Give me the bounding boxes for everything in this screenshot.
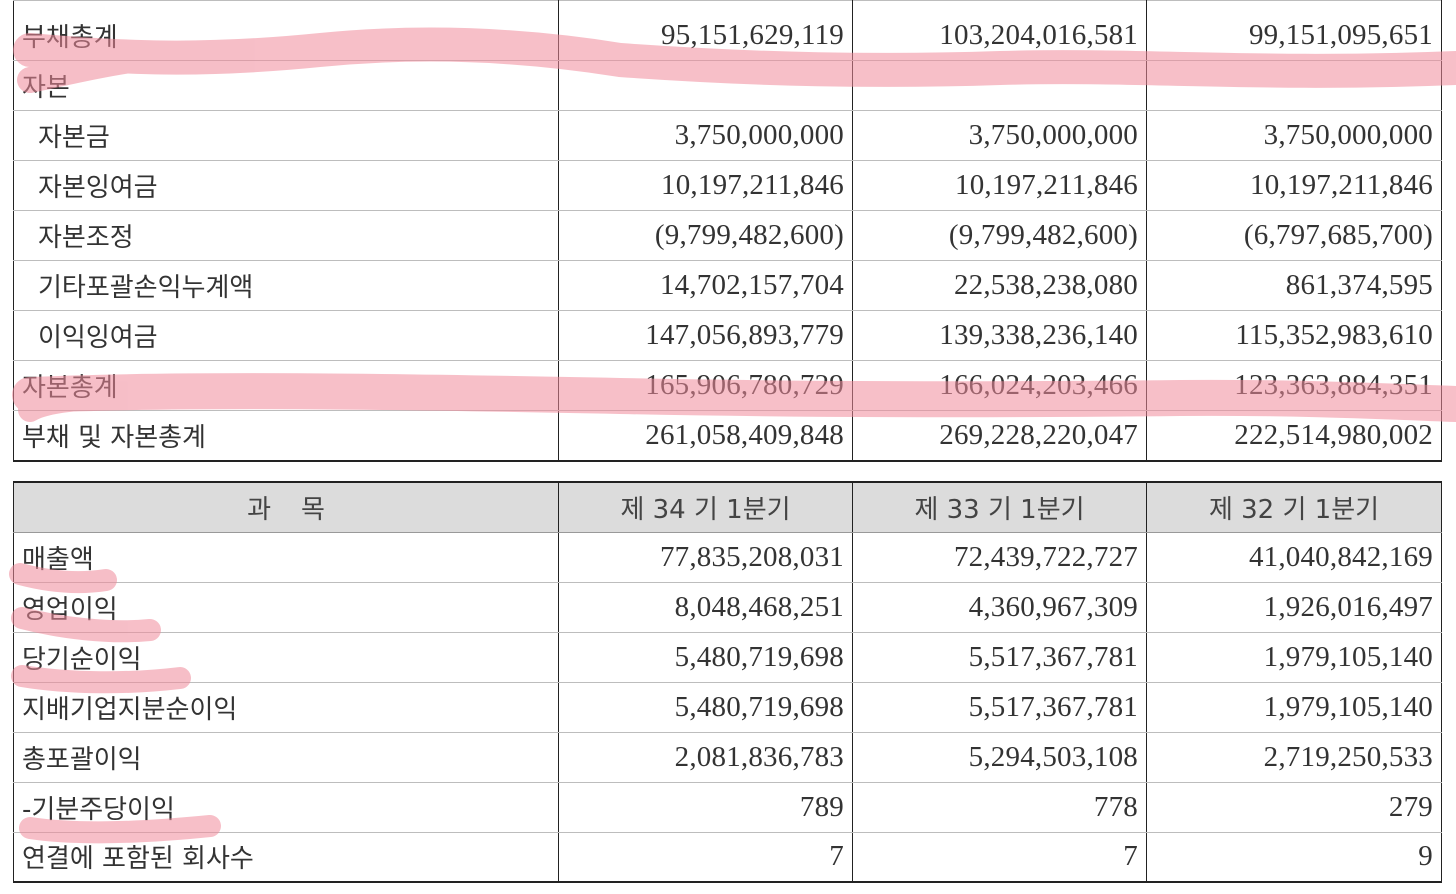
row-label: 영업이익 bbox=[13, 581, 559, 633]
row-label: 매출액 bbox=[13, 531, 559, 583]
table-row: 이익잉여금 147,056,893,779 139,338,236,140 11… bbox=[13, 310, 1442, 361]
value-cell: 7 bbox=[558, 831, 853, 883]
value-cell: 22,538,238,080 bbox=[852, 260, 1147, 311]
row-label: 부채 및 자본총계 bbox=[13, 410, 559, 462]
subject-header-char-1: 과 bbox=[247, 494, 271, 525]
table-row: 지배기업지분순이익 5,480,719,698 5,517,367,781 1,… bbox=[13, 681, 1442, 733]
value-cell: 10,197,211,846 bbox=[1146, 160, 1442, 211]
table-row: 총포괄이익 2,081,836,783 5,294,503,108 2,719,… bbox=[13, 731, 1442, 783]
table-row: 당기순이익 5,480,719,698 5,517,367,781 1,979,… bbox=[13, 631, 1442, 683]
table-row: 영업이익 8,048,468,251 4,360,967,309 1,926,0… bbox=[13, 581, 1442, 633]
table-row: 자본금 3,750,000,000 3,750,000,000 3,750,00… bbox=[13, 110, 1442, 161]
value-cell: 41,040,842,169 bbox=[1146, 531, 1442, 583]
value-cell: 9 bbox=[1146, 831, 1442, 883]
value-cell: 1,926,016,497 bbox=[1146, 581, 1442, 633]
value-cell: 222,514,980,002 bbox=[1146, 410, 1442, 462]
value-cell: 14,702,157,704 bbox=[558, 260, 853, 311]
subject-header-char-2: 목 bbox=[301, 494, 325, 525]
value-cell: 5,517,367,781 bbox=[852, 631, 1147, 683]
value-cell: 7 bbox=[852, 831, 1147, 883]
value-cell: 778 bbox=[852, 781, 1147, 833]
value-cell: 2,081,836,783 bbox=[558, 731, 853, 783]
row-label: 자본 bbox=[13, 60, 559, 111]
value-cell bbox=[558, 60, 853, 111]
value-cell: 3,750,000,000 bbox=[558, 110, 853, 161]
table-row: 자본조정 (9,799,482,600) (9,799,482,600) (6,… bbox=[13, 210, 1442, 261]
value-cell: 77,835,208,031 bbox=[558, 531, 853, 583]
table-row: 자본 bbox=[13, 60, 1442, 111]
table-row: 자본잉여금 10,197,211,846 10,197,211,846 10,1… bbox=[13, 160, 1442, 211]
value-cell: (9,799,482,600) bbox=[558, 210, 853, 261]
row-label: 자본조정 bbox=[13, 210, 559, 261]
value-cell: 861,374,595 bbox=[1146, 260, 1442, 311]
table-row: 기타포괄손익누계액 14,702,157,704 22,538,238,080 … bbox=[13, 260, 1442, 311]
row-label: 자본금 bbox=[13, 110, 559, 161]
table-row: 부채 및 자본총계 261,058,409,848 269,228,220,04… bbox=[13, 410, 1442, 462]
value-cell: 10,197,211,846 bbox=[852, 160, 1147, 211]
value-cell: 99,151,095,651 bbox=[1146, 0, 1442, 61]
row-label: 연결에 포함된 회사수 bbox=[13, 831, 559, 883]
value-cell: 269,228,220,047 bbox=[852, 410, 1147, 462]
period-header-32: 제 32 기 1분기 bbox=[1146, 481, 1442, 533]
row-label: 당기순이익 bbox=[13, 631, 559, 683]
row-label: 지배기업지분순이익 bbox=[13, 681, 559, 733]
table-row: 자본총계 165,906,780,729 166,024,203,466 123… bbox=[13, 360, 1442, 411]
value-cell: 4,360,967,309 bbox=[852, 581, 1147, 633]
row-label: 자본총계 bbox=[13, 360, 559, 411]
table-row: -기분주당이익 789 778 279 bbox=[13, 781, 1442, 833]
value-cell bbox=[852, 60, 1147, 111]
value-cell: (9,799,482,600) bbox=[852, 210, 1147, 261]
row-label: 이익잉여금 bbox=[13, 310, 559, 361]
value-cell: 123,363,884,351 bbox=[1146, 360, 1442, 411]
value-cell: 1,979,105,140 bbox=[1146, 681, 1442, 733]
value-cell: 5,294,503,108 bbox=[852, 731, 1147, 783]
value-cell: 5,480,719,698 bbox=[558, 631, 853, 683]
value-cell: (6,797,685,700) bbox=[1146, 210, 1442, 261]
value-cell: 5,480,719,698 bbox=[558, 681, 853, 733]
value-cell: 789 bbox=[558, 781, 853, 833]
value-cell: 115,352,983,610 bbox=[1146, 310, 1442, 361]
row-label: 총포괄이익 bbox=[13, 731, 559, 783]
period-header-33: 제 33 기 1분기 bbox=[852, 481, 1147, 533]
period-header-34: 제 34 기 1분기 bbox=[558, 481, 853, 533]
balance-sheet-table: 부채총계 95,151,629,119 103,204,016,581 99,1… bbox=[13, 0, 1442, 462]
table-row: 매출액 77,835,208,031 72,439,722,727 41,040… bbox=[13, 531, 1442, 583]
value-cell: 72,439,722,727 bbox=[852, 531, 1147, 583]
value-cell: 5,517,367,781 bbox=[852, 681, 1147, 733]
row-label: 자본잉여금 bbox=[13, 160, 559, 211]
value-cell: 147,056,893,779 bbox=[558, 310, 853, 361]
value-cell: 2,719,250,533 bbox=[1146, 731, 1442, 783]
table-row: 연결에 포함된 회사수 7 7 9 bbox=[13, 831, 1442, 883]
row-label: -기분주당이익 bbox=[13, 781, 559, 833]
value-cell: 95,151,629,119 bbox=[558, 0, 853, 61]
value-cell: 165,906,780,729 bbox=[558, 360, 853, 411]
value-cell: 3,750,000,000 bbox=[852, 110, 1147, 161]
value-cell: 166,024,203,466 bbox=[852, 360, 1147, 411]
table-row: 부채총계 95,151,629,119 103,204,016,581 99,1… bbox=[13, 0, 1442, 61]
value-cell: 261,058,409,848 bbox=[558, 410, 853, 462]
value-cell: 3,750,000,000 bbox=[1146, 110, 1442, 161]
row-label: 기타포괄손익누계액 bbox=[13, 260, 559, 311]
value-cell: 139,338,236,140 bbox=[852, 310, 1147, 361]
row-label: 부채총계 bbox=[13, 0, 559, 61]
value-cell: 8,048,468,251 bbox=[558, 581, 853, 633]
value-cell: 10,197,211,846 bbox=[558, 160, 853, 211]
value-cell: 1,979,105,140 bbox=[1146, 631, 1442, 683]
value-cell: 279 bbox=[1146, 781, 1442, 833]
value-cell bbox=[1146, 60, 1442, 111]
value-cell: 103,204,016,581 bbox=[852, 0, 1147, 61]
